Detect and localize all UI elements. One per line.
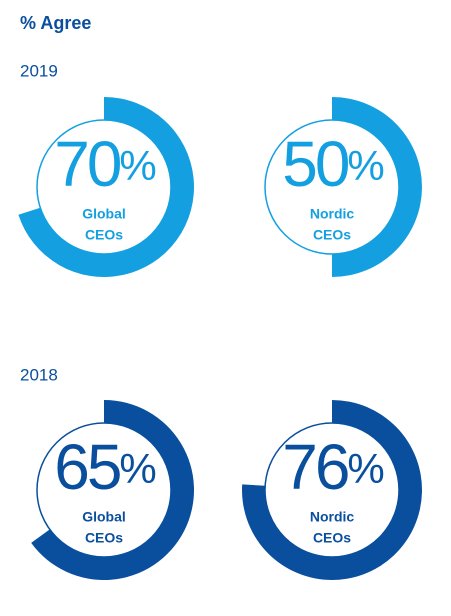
value-label: 65%	[54, 431, 155, 503]
value-number: 65	[54, 431, 120, 503]
section-heading: 2018	[20, 365, 58, 384]
donut-label: Nordic	[310, 206, 355, 222]
donut-inner-ring	[264, 422, 400, 558]
donut-inner-ring	[36, 119, 172, 255]
donut-label: CEOs	[85, 227, 123, 243]
value-number: 50	[282, 128, 349, 200]
donut-label: Global	[82, 509, 126, 525]
donut-inner-ring	[36, 422, 172, 558]
value-unit: %	[347, 142, 383, 189]
value-unit: %	[119, 445, 155, 492]
value-label: 50%	[282, 128, 383, 200]
value-number: 76	[282, 431, 348, 503]
value-label: 76%	[282, 431, 383, 503]
donut-arc	[332, 97, 422, 277]
donut-inner-ring	[264, 119, 400, 255]
donut-label: CEOs	[85, 530, 123, 546]
section-heading: 2019	[20, 61, 58, 80]
title: % Agree	[20, 13, 91, 33]
value-unit: %	[119, 142, 155, 189]
donut-label: Nordic	[310, 509, 355, 525]
value-number: 70	[54, 128, 121, 200]
value-unit: %	[347, 445, 383, 492]
donut-label: CEOs	[313, 227, 351, 243]
donut-label: CEOs	[313, 530, 351, 546]
donut-label: Global	[82, 206, 126, 222]
value-label: 70%	[54, 128, 155, 200]
